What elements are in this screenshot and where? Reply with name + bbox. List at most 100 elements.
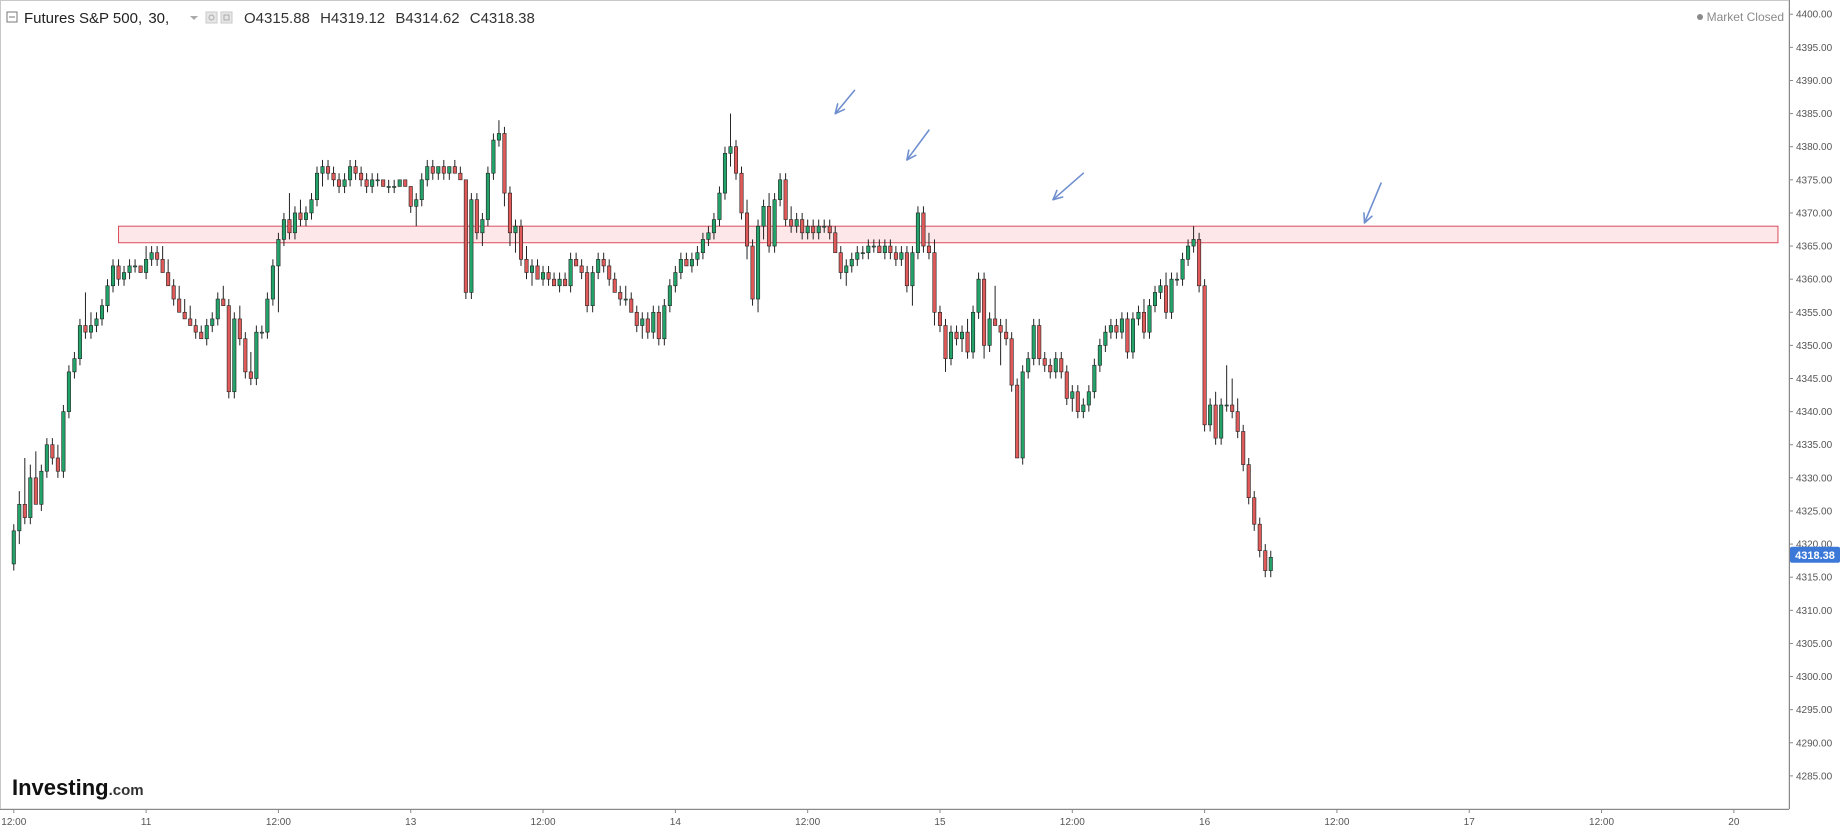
resistance-zone-box[interactable] [118,225,1779,244]
candle [954,325,959,346]
price-tick-label: 4290.00 [1796,738,1833,749]
candle-body [1252,497,1257,525]
candle-body [822,225,827,228]
hide-icon[interactable] [220,11,233,24]
price-tick-label: 4325.00 [1796,506,1833,517]
candle-body [403,179,408,187]
candle-body [629,298,634,313]
candle-body [28,477,33,518]
candle [397,179,402,187]
candle-body [133,265,138,268]
settings-icon[interactable] [205,11,218,24]
arrow-annotation[interactable] [834,89,856,115]
arrow-annotation[interactable] [1363,182,1382,224]
candle-body [66,371,71,412]
candle [1059,352,1064,379]
candle [1219,398,1224,445]
arrow-shaft [906,129,930,161]
price-axis[interactable]: 4285.00 4290.00 4295.00 4300.00 4305.00 4310.… [1789,10,1833,783]
time-tick-label: 20 [1728,817,1740,828]
candle-body [474,199,479,234]
candle [849,252,854,273]
chart-header: Futures S&P 500, 30, O4315.88 H4319.12 В… [6,10,1784,27]
candle [1037,318,1042,366]
candle [1252,491,1257,531]
candle-body [50,444,55,459]
candle-body [331,172,336,181]
status-dot-icon [1697,14,1703,20]
candle [640,312,645,339]
candle [783,173,788,227]
candle [904,246,909,293]
candle [789,206,794,233]
candle-body [122,272,127,280]
candle [55,444,60,478]
candle-body [662,305,667,340]
candle-body [11,530,16,565]
candle [221,285,226,306]
candle-body [733,146,739,174]
candle [254,325,259,386]
candle [210,312,215,333]
collapse-icon[interactable] [6,11,18,23]
candle [61,405,66,478]
candle-body [552,278,557,287]
time-axis[interactable]: 12:00 11 12:00 13 12:00 14 12:00 15 12:00 16 12:00… [1,809,1740,828]
candle [1031,318,1036,366]
candle-body [1020,371,1025,459]
candle-body [871,245,876,248]
price-tick-label: 4300.00 [1796,672,1833,683]
arrow-annotation[interactable] [906,129,930,161]
candle-body [381,179,386,187]
candle [50,438,55,465]
candle-body [1224,404,1229,407]
time-tick-label: 15 [934,817,946,828]
candle-body [855,252,860,260]
candle [1086,385,1091,412]
candle-body [700,239,705,253]
candle [530,259,535,286]
price-tick-label: 4385.00 [1796,109,1833,120]
candle-body [574,258,579,267]
candle [66,365,71,419]
price-tick-label: 4295.00 [1796,705,1833,716]
candle-body [1064,371,1069,399]
candle-body [485,172,490,220]
candle-body [182,311,187,320]
candle-body [1026,358,1031,373]
candle-body [596,258,601,273]
candle [353,159,358,180]
candle-body [1257,523,1262,552]
candle-body [72,358,77,373]
candle [629,292,634,313]
candle-body [568,258,573,287]
price-tick-label: 4330.00 [1796,473,1833,484]
candle-body [33,477,38,505]
candle-body [116,265,121,280]
candle [204,318,209,346]
candle [728,113,733,167]
candle-body [1125,318,1130,353]
arrow-annotation[interactable] [1052,172,1085,201]
candle [772,193,777,253]
price-tick-label: 4390.00 [1796,76,1833,87]
candle-body [430,166,435,174]
candle-body [546,272,551,280]
candle-body [1086,391,1091,406]
last-price-label: 4318.38 [1795,550,1835,562]
candle [265,292,270,339]
candle [910,246,915,306]
candle-body [893,252,898,260]
candle [133,259,138,273]
dropdown-icon[interactable] [190,16,198,20]
resistance-zone[interactable] [118,225,1779,244]
candle [11,524,16,571]
candle-body [728,146,733,154]
candle-body [960,331,965,340]
candle [507,186,512,247]
candle [44,438,49,478]
price-tick-label: 4305.00 [1796,639,1833,650]
candle [855,246,860,266]
candle-body [309,199,314,214]
